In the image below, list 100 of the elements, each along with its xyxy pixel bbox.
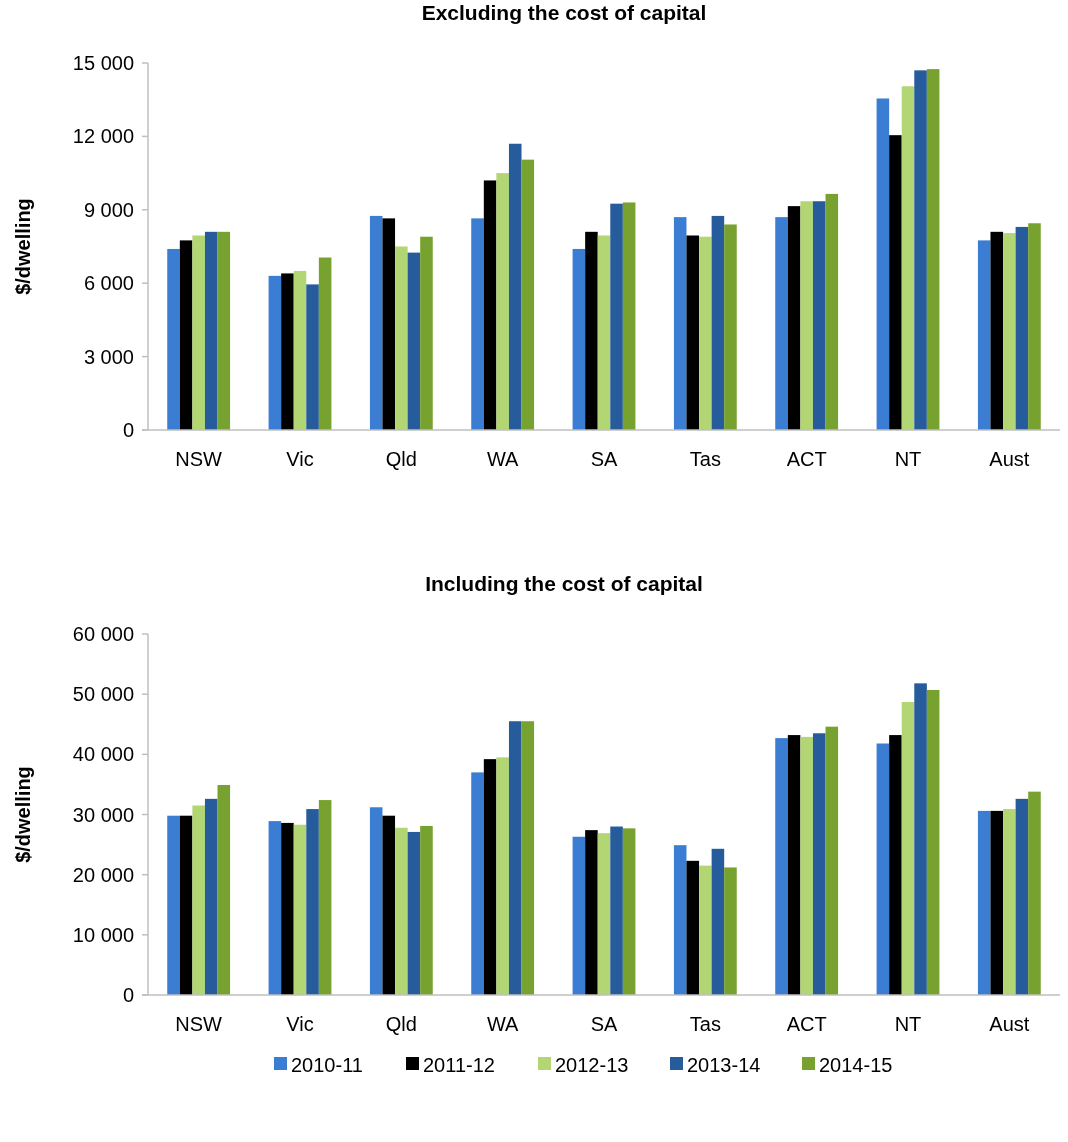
bar bbox=[926, 69, 940, 430]
y-axis-title: $/dwelling bbox=[12, 766, 34, 863]
bar bbox=[876, 98, 890, 430]
bar bbox=[990, 810, 1004, 995]
chart-title: Excluding the cost of capital bbox=[421, 1, 707, 24]
x-tick-label: WA bbox=[486, 448, 520, 470]
legend-label: 2011-12 bbox=[423, 1054, 495, 1076]
bar bbox=[407, 252, 421, 430]
x-tick-label: ACT bbox=[786, 448, 827, 470]
bar bbox=[204, 798, 218, 995]
y-tick-label: 12 000 bbox=[72, 125, 134, 148]
bar bbox=[800, 736, 813, 995]
bar bbox=[420, 236, 433, 430]
bar bbox=[825, 726, 839, 995]
y-tick-label: 6 000 bbox=[83, 272, 134, 295]
bar bbox=[318, 800, 332, 995]
bar bbox=[1028, 223, 1041, 430]
bar bbox=[179, 815, 193, 995]
bar bbox=[699, 865, 712, 995]
x-tick-label: NT bbox=[894, 1013, 922, 1035]
x-tick-label: Aust bbox=[989, 448, 1030, 470]
chart-title: Including the cost of capital bbox=[425, 572, 703, 595]
bar bbox=[686, 860, 700, 995]
y-tick-label: 30 000 bbox=[72, 803, 134, 826]
bar bbox=[471, 772, 484, 995]
x-tick-label: ACT bbox=[786, 1013, 827, 1035]
bar bbox=[217, 231, 231, 430]
bar bbox=[483, 759, 497, 995]
bar bbox=[787, 206, 801, 430]
bar bbox=[496, 173, 509, 430]
bar bbox=[395, 827, 408, 995]
x-tick-label: NT bbox=[894, 448, 922, 470]
bar bbox=[382, 218, 396, 430]
bar bbox=[281, 822, 294, 995]
bar bbox=[204, 231, 218, 430]
bar bbox=[1003, 233, 1016, 430]
x-tick-label: Tas bbox=[689, 1013, 721, 1035]
bar bbox=[293, 270, 307, 430]
bar bbox=[192, 805, 205, 995]
bar bbox=[306, 284, 319, 430]
bar bbox=[686, 235, 700, 430]
bar bbox=[306, 809, 319, 995]
bar bbox=[889, 135, 902, 430]
bar bbox=[622, 202, 636, 430]
bar bbox=[281, 273, 294, 430]
bar bbox=[585, 830, 598, 995]
bar bbox=[775, 217, 788, 430]
bar bbox=[990, 231, 1004, 430]
bar bbox=[572, 248, 586, 430]
y-tick-label: 15 000 bbox=[72, 52, 134, 74]
legend-label: 2012-13 bbox=[555, 1054, 629, 1076]
bar bbox=[179, 240, 193, 430]
bar bbox=[585, 231, 598, 430]
y-tick-label: 60 000 bbox=[72, 623, 134, 645]
bar bbox=[914, 70, 927, 430]
bar bbox=[610, 203, 623, 430]
bar bbox=[724, 867, 737, 995]
legend-label: 2010-11 bbox=[291, 1054, 363, 1076]
y-tick-label: 0 bbox=[122, 984, 134, 1006]
bar bbox=[597, 235, 611, 430]
legend-label: 2013-14 bbox=[687, 1054, 761, 1076]
y-tick-label: 10 000 bbox=[72, 923, 134, 946]
bar bbox=[622, 828, 636, 995]
x-tick-label: Vic bbox=[286, 1013, 314, 1035]
y-tick-label: 3 000 bbox=[83, 345, 134, 368]
bar bbox=[610, 826, 623, 995]
bar bbox=[977, 240, 991, 430]
bar bbox=[382, 815, 396, 995]
bar bbox=[508, 143, 522, 430]
bar bbox=[825, 193, 839, 430]
bar bbox=[483, 180, 497, 430]
bar bbox=[597, 833, 611, 995]
y-tick-label: 0 bbox=[122, 419, 134, 441]
bar bbox=[167, 815, 180, 995]
bar bbox=[395, 246, 408, 430]
bar bbox=[521, 721, 535, 995]
bar bbox=[521, 159, 535, 430]
y-axis-title: $/dwelling bbox=[12, 198, 34, 295]
bar bbox=[167, 248, 180, 430]
bar bbox=[724, 224, 737, 430]
bar bbox=[420, 825, 433, 995]
bar bbox=[407, 831, 421, 995]
x-tick-label: Tas bbox=[689, 448, 721, 470]
x-tick-label: SA bbox=[590, 1013, 618, 1035]
x-tick-label: NSW bbox=[175, 448, 223, 470]
x-tick-label: Qld bbox=[385, 448, 417, 470]
legend-label: 2014-15 bbox=[819, 1054, 893, 1076]
bar bbox=[1028, 791, 1041, 995]
bar bbox=[572, 836, 586, 995]
y-tick-label: 20 000 bbox=[72, 863, 134, 886]
bar bbox=[901, 701, 915, 995]
bar bbox=[876, 743, 890, 995]
bar bbox=[699, 236, 712, 430]
bar bbox=[775, 738, 788, 995]
bar bbox=[318, 257, 332, 430]
x-tick-label: Vic bbox=[286, 448, 314, 470]
x-tick-label: WA bbox=[486, 1013, 520, 1035]
bar bbox=[192, 235, 205, 430]
bar bbox=[901, 86, 915, 430]
bar bbox=[926, 689, 940, 995]
